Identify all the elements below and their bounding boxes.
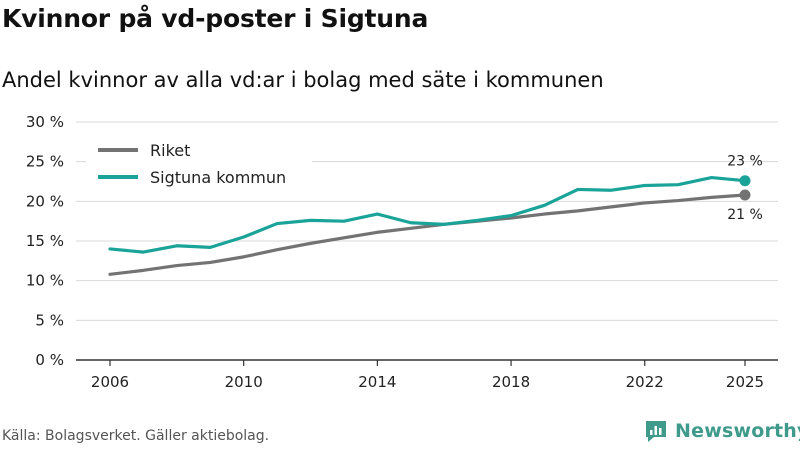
line-chart: 0 % 5 % 10 % 15 % 20 % 25 % 30 % 2006 2010 2014 20… bbox=[26, 113, 778, 391]
y-tick-label: 15 % bbox=[26, 232, 64, 250]
y-tick-label: 30 % bbox=[26, 113, 64, 131]
y-tick-label: 10 % bbox=[26, 272, 64, 290]
chart-subtitle: Andel kvinnor av alla vd:ar i bolag med … bbox=[2, 68, 604, 92]
legend-item-riket: Riket bbox=[150, 141, 190, 160]
sigtuna-line bbox=[108, 175, 747, 254]
y-tick-label: 25 % bbox=[26, 153, 64, 171]
x-tick-label: 2014 bbox=[358, 373, 396, 391]
x-tick-label: 2006 bbox=[91, 373, 129, 391]
x-tick-label: 2025 bbox=[726, 373, 764, 391]
newsworthy-icon bbox=[646, 421, 666, 442]
y-tick-label: 20 % bbox=[26, 192, 64, 210]
y-tick-label: 0 % bbox=[35, 351, 64, 369]
sigtuna-end-point bbox=[739, 175, 751, 187]
x-tick-label: 2018 bbox=[492, 373, 530, 391]
x-tick-label: 2022 bbox=[626, 373, 664, 391]
sigtuna-end-label: 23 % bbox=[727, 154, 763, 170]
riket-end-point bbox=[739, 189, 751, 201]
x-tick-label: 2010 bbox=[225, 373, 263, 391]
chart-title: Kvinnor på vd-poster i Sigtuna bbox=[2, 4, 429, 33]
legend-background bbox=[86, 136, 312, 194]
newsworthy-logo: Newsworthy bbox=[643, 418, 800, 444]
y-tick-label: 5 % bbox=[35, 311, 64, 329]
riket-end-label: 21 % bbox=[727, 207, 763, 223]
source-note: Källa: Bolagsverket. Gäller aktiebolag. bbox=[2, 428, 270, 444]
legend-item-sigtuna: Sigtuna kommun bbox=[150, 168, 286, 187]
newsworthy-brand: Newsworthy bbox=[675, 420, 800, 442]
riket-line bbox=[108, 193, 747, 276]
